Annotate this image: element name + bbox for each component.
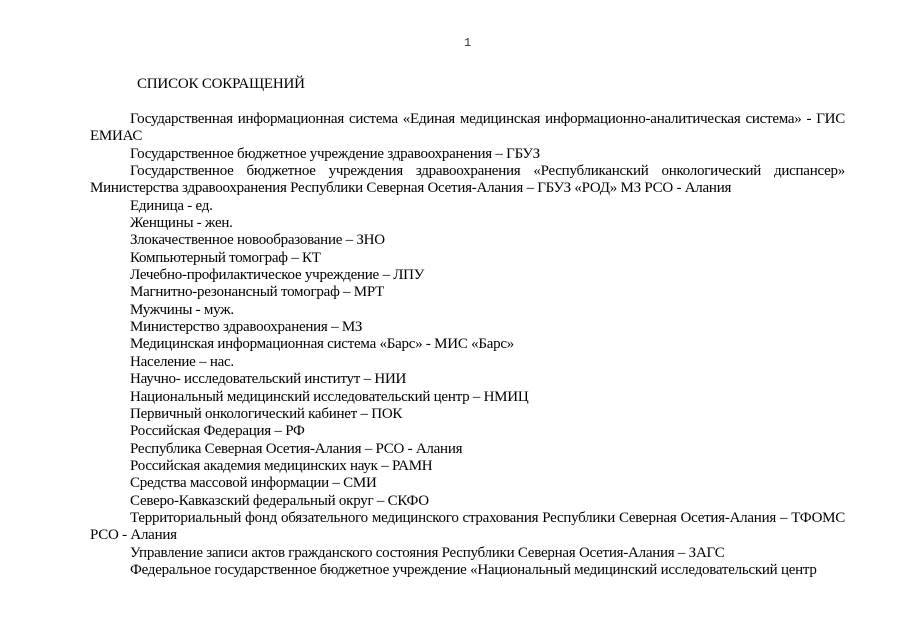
page-number: 1 <box>464 36 472 50</box>
abbreviation-entry: Магнитно-резонансный томограф – МРТ <box>130 284 385 301</box>
abbreviation-entry: Компьютерный томограф – КТ <box>130 249 321 266</box>
abbreviation-entry: Единица - ед. <box>130 197 213 214</box>
abbreviation-entry: Государственное бюджетное учреждение здр… <box>130 145 540 162</box>
abbreviation-entry: Первичный онкологический кабинет – ПОК <box>130 405 403 422</box>
abbreviation-entry: Злокачественное новообразование – ЗНО <box>130 232 385 249</box>
document-title: СПИСОК СОКРАЩЕНИЙ <box>137 76 305 92</box>
abbreviation-entry: Национальный медицинский исследовательск… <box>130 388 529 405</box>
abbreviation-entry: Население – нас. <box>130 353 234 370</box>
abbreviation-entry: Российская Федерация – РФ <box>130 423 305 440</box>
abbreviation-entry: Российская академия медицинских наук – Р… <box>130 457 433 474</box>
abbreviation-entry: Республика Северная Осетия-Алания – РСО … <box>130 440 463 457</box>
abbreviation-entry: Мужчины - муж. <box>130 301 234 318</box>
abbreviation-entry: Министерство здравоохранения – МЗ <box>130 319 363 336</box>
abbreviation-entry: Государственное бюджетное учреждения здр… <box>90 163 845 197</box>
abbreviation-entry: Северо-Кавказский федеральный округ – СК… <box>130 492 429 509</box>
abbreviation-entry: Медицинская информационная система «Барс… <box>130 336 515 353</box>
abbreviation-entry: Управление записи актов гражданского сос… <box>130 544 725 561</box>
abbreviation-entry: Территориальный фонд обязательного медиц… <box>90 509 845 544</box>
abbreviation-entry: Средства массовой информации – СМИ <box>130 475 377 492</box>
abbreviation-entry: Лечебно-профилактическое учреждение – ЛП… <box>130 267 425 284</box>
abbreviation-entry: Государственная информационная система «… <box>90 111 845 145</box>
abbreviation-entry: Федеральное государственное бюджетное уч… <box>130 561 817 578</box>
abbreviation-list: Государственная информационная система «… <box>90 111 845 579</box>
abbreviation-entry: Научно- исследовательский институт – НИИ <box>130 371 407 388</box>
abbreviation-entry: Женщины - жен. <box>130 215 233 232</box>
